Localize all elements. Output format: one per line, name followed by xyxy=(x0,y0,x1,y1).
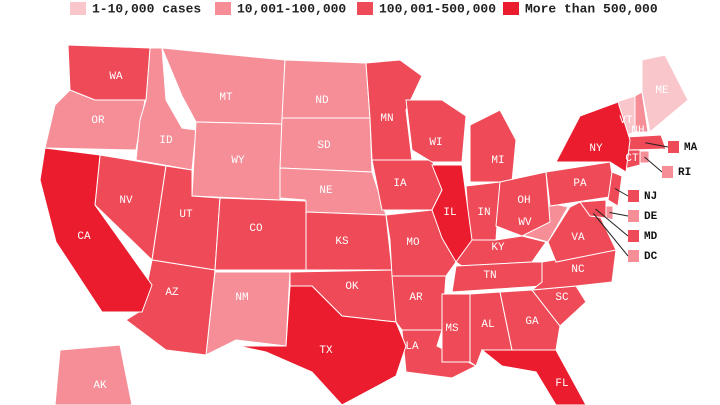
state-label: AL xyxy=(481,319,494,331)
state xyxy=(495,171,551,237)
state-label: NY xyxy=(589,143,603,155)
state-label: MN xyxy=(380,113,393,125)
state xyxy=(441,293,471,363)
label-swatch xyxy=(662,166,673,178)
state-label: TN xyxy=(483,270,496,282)
state-label: CO xyxy=(249,223,263,235)
state xyxy=(305,211,393,271)
state-label: NC xyxy=(571,264,585,276)
state xyxy=(67,44,151,101)
state-label: NV xyxy=(119,195,133,207)
legend-swatch xyxy=(215,2,231,15)
leader-line xyxy=(593,213,629,257)
state-label: UT xyxy=(179,209,193,221)
state xyxy=(555,101,631,173)
legend-label: More than 500,000 xyxy=(525,1,658,16)
legend-label: 1-10,000 cases xyxy=(92,1,201,16)
state xyxy=(365,59,423,161)
state-label: KS xyxy=(335,236,349,248)
state xyxy=(431,164,473,263)
state-label: PA xyxy=(573,178,587,190)
state-label: ID xyxy=(159,135,173,147)
state-label: NJ xyxy=(644,191,657,203)
state-label: DC xyxy=(644,251,658,263)
state-label: WI xyxy=(429,137,442,149)
state-label: DE xyxy=(644,211,658,223)
state xyxy=(205,271,291,356)
state-label: SD xyxy=(317,140,331,152)
label-swatch xyxy=(628,250,639,262)
state-label: AR xyxy=(409,292,423,304)
state xyxy=(371,159,443,211)
leader-line xyxy=(614,188,629,197)
leader-line xyxy=(644,156,663,173)
state xyxy=(469,109,517,183)
state-label: NE xyxy=(319,185,333,197)
state-label: IL xyxy=(443,207,456,219)
state xyxy=(281,59,371,119)
label-swatch xyxy=(628,230,639,242)
state-label: OR xyxy=(91,115,105,127)
state-label: NH xyxy=(631,125,644,137)
legend-swatch xyxy=(503,2,519,15)
state xyxy=(499,289,561,351)
state-label: WY xyxy=(231,155,245,167)
state-label: MA xyxy=(684,142,698,154)
label-swatch xyxy=(628,190,639,202)
state-label: LA xyxy=(405,341,419,353)
state-label: AK xyxy=(93,380,107,392)
state xyxy=(237,285,407,405)
state-label: RI xyxy=(678,167,691,179)
legend-label: 10,001-100,000 xyxy=(237,1,346,16)
state-label: NM xyxy=(235,292,248,304)
legend-label: 100,001-500,000 xyxy=(379,1,496,16)
state-label: ME xyxy=(655,85,669,97)
state-label: MO xyxy=(406,237,420,249)
state-label: GA xyxy=(525,316,539,328)
state-label: SC xyxy=(555,292,569,304)
leader-line xyxy=(609,212,629,217)
state-label: WV xyxy=(518,217,532,229)
state-label: VT xyxy=(619,115,633,127)
state-label: IA xyxy=(393,178,407,190)
state-label: AZ xyxy=(165,287,179,299)
state-label: CT xyxy=(625,153,639,165)
label-swatch xyxy=(668,141,679,153)
state xyxy=(54,344,133,405)
state xyxy=(455,235,547,267)
state-label: TX xyxy=(319,345,333,357)
state xyxy=(480,349,587,405)
state-label: MT xyxy=(219,92,233,104)
state-label: CA xyxy=(77,231,91,243)
state-label: FL xyxy=(555,378,568,390)
state-label: IN xyxy=(477,207,490,219)
state-label: VA xyxy=(571,232,585,244)
leader-line xyxy=(645,142,669,148)
state xyxy=(634,91,649,133)
state-label: MD xyxy=(644,231,658,243)
state-label: OK xyxy=(345,281,359,293)
legend-swatch xyxy=(357,2,373,15)
state-label: ND xyxy=(315,95,329,107)
state xyxy=(641,54,689,133)
state xyxy=(405,99,467,163)
state-label: MS xyxy=(445,323,459,335)
label-swatch xyxy=(628,210,639,222)
state-label: WA xyxy=(109,71,123,83)
state-label: KY xyxy=(491,242,505,254)
legend-swatch xyxy=(70,2,86,15)
state-label: MI xyxy=(491,155,504,167)
leader-line xyxy=(595,208,629,237)
state xyxy=(39,147,153,313)
state xyxy=(161,47,286,125)
state-label: OH xyxy=(517,195,530,207)
